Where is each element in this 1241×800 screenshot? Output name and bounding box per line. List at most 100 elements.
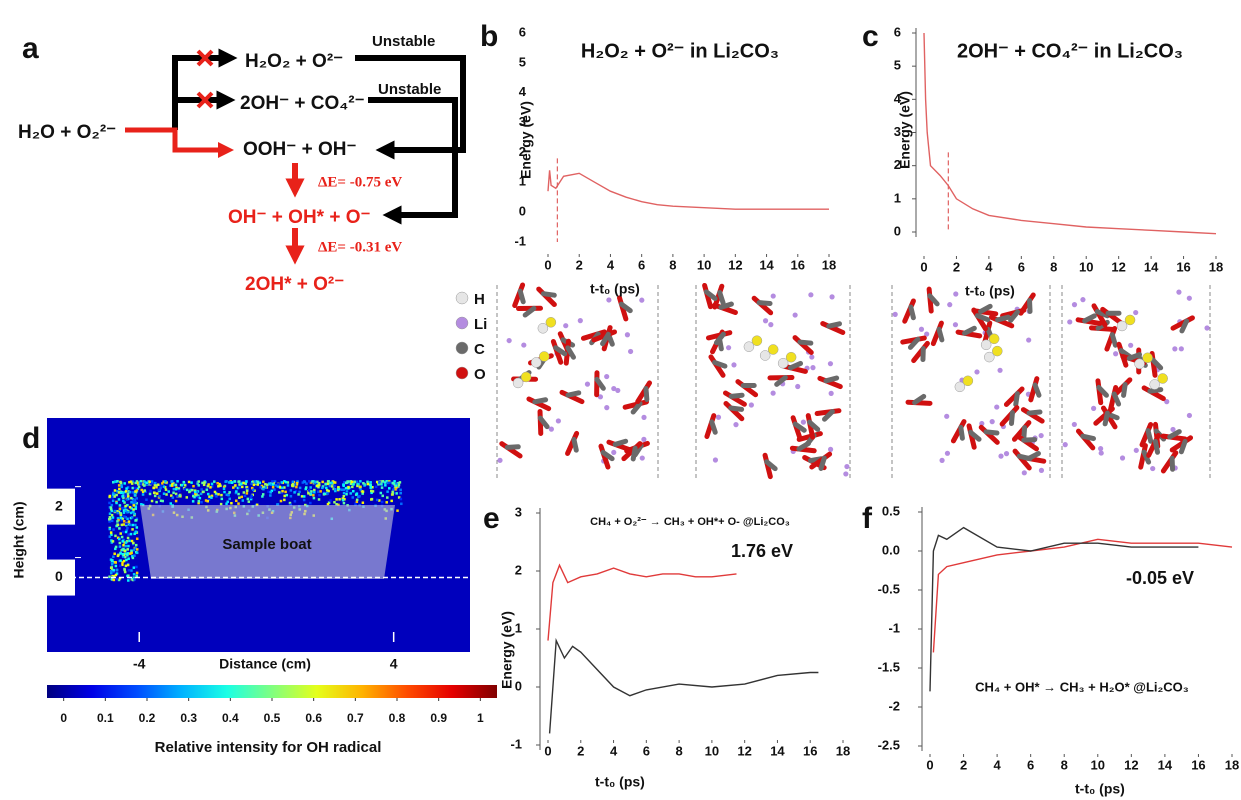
- intensity-speckle: [134, 482, 137, 485]
- intensity-speckle: [134, 494, 137, 497]
- intensity-speckle: [331, 485, 334, 488]
- intensity-speckle: [145, 482, 148, 485]
- intensity-speckle: [112, 569, 115, 572]
- y-tick-label: 4: [519, 84, 527, 99]
- bond: [712, 422, 716, 432]
- intensity-speckle: [119, 559, 122, 562]
- intensity-speckle: [111, 566, 114, 569]
- intensity-speckle: [111, 496, 114, 499]
- panel-label: c: [862, 20, 879, 53]
- y-tick-label: 3: [894, 124, 901, 139]
- y-tick-label: 0: [55, 568, 63, 584]
- intensity-speckle: [347, 480, 350, 483]
- intensity-speckle: [394, 488, 397, 491]
- intensity-speckle: [269, 491, 272, 494]
- y-tick-label: 0: [519, 204, 526, 219]
- bond: [731, 408, 742, 409]
- intensity-speckle: [125, 565, 128, 568]
- intensity-speckle: [194, 490, 197, 493]
- intensity-speckle: [265, 486, 268, 489]
- intensity-speckle: [126, 527, 129, 530]
- intensity-speckle: [199, 497, 202, 500]
- bond: [731, 395, 742, 396]
- colorbar-tick-label: 0.8: [389, 711, 406, 725]
- intensity-speckle: [287, 484, 290, 487]
- bond: [646, 389, 647, 400]
- intensity-speckle: [160, 484, 163, 487]
- atom: [641, 415, 646, 420]
- bond: [800, 342, 811, 343]
- intensity-speckle: [370, 490, 373, 493]
- intensity-speckle: [345, 493, 348, 496]
- bond: [821, 458, 824, 469]
- intensity-speckle: [128, 520, 131, 523]
- intensity-speckle: [308, 480, 311, 483]
- annotation: 1.76 eV: [731, 541, 793, 561]
- x-tick-label: 12: [1124, 757, 1138, 772]
- intensity-speckle: [127, 533, 130, 536]
- intensity-speckle: [163, 492, 166, 495]
- intensity-speckle: [240, 483, 243, 486]
- intensity-speckle: [114, 510, 117, 512]
- intensity-speckle: [170, 502, 173, 505]
- atom: [809, 354, 814, 359]
- intensity-speckle: [228, 498, 231, 501]
- intensity-speckle: [127, 545, 129, 548]
- x-axis-label: t-t₀ (ps): [965, 283, 1015, 299]
- atom: [998, 454, 1003, 459]
- x-tick-label: 4: [390, 656, 398, 672]
- bond: [633, 448, 635, 459]
- intensity-speckle: [130, 552, 133, 555]
- intensity-speckle: [133, 499, 136, 502]
- intensity-speckle: [231, 481, 234, 484]
- intensity-speckle: [250, 483, 253, 486]
- intensity-speckle: [109, 495, 112, 498]
- x-tick-label: 12: [737, 743, 751, 758]
- bond: [615, 441, 626, 444]
- intensity-speckle: [138, 486, 141, 489]
- atom: [713, 457, 718, 462]
- intensity-speckle: [114, 489, 117, 492]
- intensity-speckle: [175, 484, 178, 487]
- intensity-speckle: [119, 542, 122, 545]
- intensity-speckle: [109, 528, 112, 531]
- x-tick-label: 4: [993, 757, 1001, 772]
- intensity-speckle: [133, 566, 136, 569]
- atom: [1150, 379, 1160, 389]
- intensity-speckle: [362, 482, 365, 485]
- intensity-speckle: [294, 500, 297, 503]
- intensity-speckle: [346, 490, 349, 493]
- intensity-speckle: [164, 480, 167, 483]
- molecular-snapshots: HLiCO: [456, 285, 1210, 478]
- intensity-speckle: [272, 483, 275, 486]
- intensity-speckle: [132, 511, 135, 514]
- intensity-speckle: [172, 491, 175, 494]
- chart-title: CH₄ + O₂²⁻ → CH₃ + OH*+ O- @Li₂CO₃: [590, 516, 790, 528]
- intensity-speckle: [369, 481, 372, 484]
- y-tick-label: -1: [888, 620, 900, 635]
- intensity-speckle: [152, 487, 155, 490]
- intensity-speckle: [223, 487, 226, 490]
- intensity-speckle: [124, 505, 127, 508]
- energy-change: ΔE= -0.31 eV: [318, 239, 402, 255]
- intensity-speckle: [291, 484, 294, 487]
- intensity-speckle: [108, 502, 111, 505]
- intensity-speckle: [338, 498, 341, 501]
- intensity-speckle: [290, 495, 293, 498]
- intensity-speckle: [395, 492, 398, 495]
- intensity-speckle: [391, 482, 394, 485]
- intensity-speckle: [309, 486, 312, 489]
- intensity-speckle: [109, 535, 112, 538]
- atom: [1187, 413, 1192, 418]
- intensity-speckle: [165, 493, 168, 496]
- energy-change: ΔE= -0.75 eV: [318, 174, 402, 190]
- x-tick-label: 16: [803, 743, 817, 758]
- intensity-speckle: [118, 527, 121, 530]
- intensity-speckle: [124, 494, 127, 497]
- intensity-speckle: [371, 498, 374, 501]
- intensity-speckle: [207, 493, 210, 496]
- atom: [974, 369, 979, 374]
- intensity-speckle: [230, 502, 233, 505]
- product: 2OH⁻ + CO₄²⁻: [240, 93, 365, 114]
- atom: [628, 349, 633, 354]
